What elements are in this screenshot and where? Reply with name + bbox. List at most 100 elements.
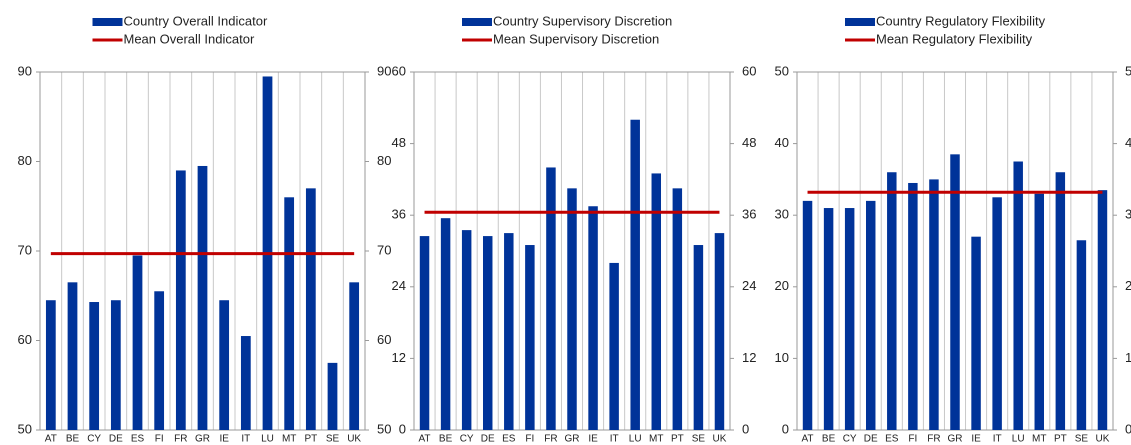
bar (89, 302, 100, 430)
x-tick-label: FR (927, 434, 940, 445)
y-tick-label: 40 (775, 135, 789, 150)
bar (651, 173, 662, 430)
bar (1034, 193, 1045, 430)
x-tick-label: DE (864, 434, 878, 445)
bar (110, 300, 121, 430)
y-tick-label: 36 (392, 207, 406, 222)
bar (154, 291, 165, 430)
y-tick-label: 0 (399, 421, 406, 436)
bar (630, 119, 640, 430)
bar (240, 336, 251, 430)
bar (482, 236, 493, 430)
legend-swatch (462, 18, 492, 26)
x-tick-label: FR (544, 434, 557, 445)
bar (1013, 161, 1023, 430)
bar (419, 236, 430, 430)
y2-tick-label: 12 (742, 350, 756, 365)
x-tick-label: UK (347, 434, 361, 445)
bar (546, 167, 556, 430)
y2-tick-label: 36 (742, 207, 756, 222)
x-tick-label: BE (66, 434, 80, 445)
x-tick-label: IT (241, 434, 250, 445)
bar (219, 300, 230, 430)
x-tick-label: DE (481, 434, 495, 445)
x-tick-label: GR (195, 434, 210, 445)
x-tick-label: FI (155, 434, 164, 445)
bar (950, 154, 960, 430)
legend-swatch (92, 18, 123, 26)
bar (175, 170, 186, 430)
y-tick-label: 50 (18, 421, 32, 436)
x-tick-label: IE (971, 434, 981, 445)
x-tick-label: PT (671, 434, 684, 445)
y-tick-label: 70 (18, 242, 32, 257)
bar (132, 255, 143, 430)
y2-tick-label: 70 (377, 242, 391, 257)
x-tick-label: ES (131, 434, 145, 445)
y2-tick-label: 0 (742, 421, 749, 436)
bar (693, 245, 704, 430)
y-tick-label: 30 (775, 207, 789, 222)
bar (672, 188, 683, 430)
bar (887, 172, 897, 431)
x-tick-label: LU (629, 434, 642, 445)
x-tick-label: IE (588, 434, 598, 445)
y-tick-label: 20 (775, 278, 789, 293)
x-tick-label: ES (502, 434, 516, 445)
bar (349, 282, 360, 430)
x-tick-label: GR (948, 434, 963, 445)
bar (67, 282, 78, 430)
x-tick-label: PT (1054, 434, 1067, 445)
y-tick-label: 80 (18, 153, 32, 168)
x-tick-label: PT (304, 434, 317, 445)
y-tick-label: 60 (392, 63, 406, 78)
y2-tick-label: 0 (1125, 421, 1131, 436)
bar (609, 262, 619, 430)
bar (929, 179, 939, 430)
x-tick-label: CY (843, 434, 857, 445)
bar (802, 200, 813, 430)
legend-label: Country Regulatory Flexibility (876, 13, 1046, 28)
y-tick-label: 90 (18, 63, 32, 78)
x-tick-label: FR (174, 434, 187, 445)
bar (1097, 190, 1108, 430)
legend-label: Country Overall Indicator (124, 13, 268, 28)
x-tick-label: FI (908, 434, 917, 445)
y2-tick-label: 48 (742, 135, 756, 150)
x-tick-label: IE (219, 434, 229, 445)
bar (504, 233, 514, 430)
bar (1055, 172, 1066, 431)
bar (971, 236, 981, 430)
bar (461, 230, 472, 430)
legend-label: Mean Overall Indicator (124, 31, 255, 46)
x-tick-label: SE (692, 434, 706, 445)
bar (992, 197, 1002, 430)
legend-label: Mean Supervisory Discretion (493, 31, 659, 46)
y2-tick-label: 30 (1125, 207, 1131, 222)
bar (714, 233, 725, 430)
x-tick-label: AT (419, 434, 431, 445)
y2-tick-label: 50 (1125, 63, 1131, 78)
x-tick-label: AT (802, 434, 814, 445)
x-tick-label: MT (282, 434, 296, 445)
y-tick-label: 48 (392, 135, 406, 150)
x-tick-label: ES (885, 434, 899, 445)
bar (908, 182, 918, 430)
bar (844, 208, 855, 430)
x-tick-label: FI (525, 434, 534, 445)
y2-tick-label: 24 (742, 278, 756, 293)
x-tick-label: LU (1012, 434, 1025, 445)
bar (823, 208, 834, 430)
y2-tick-label: 40 (1125, 135, 1131, 150)
y2-tick-label: 60 (742, 63, 756, 78)
bar (197, 165, 208, 430)
bar (284, 197, 295, 430)
legend-swatch (845, 18, 875, 26)
bar (45, 300, 56, 430)
x-tick-label: UK (1096, 434, 1110, 445)
x-tick-label: BE (439, 434, 453, 445)
y-tick-label: 24 (392, 278, 406, 293)
bar (327, 362, 338, 430)
y-tick-label: 0 (782, 421, 789, 436)
